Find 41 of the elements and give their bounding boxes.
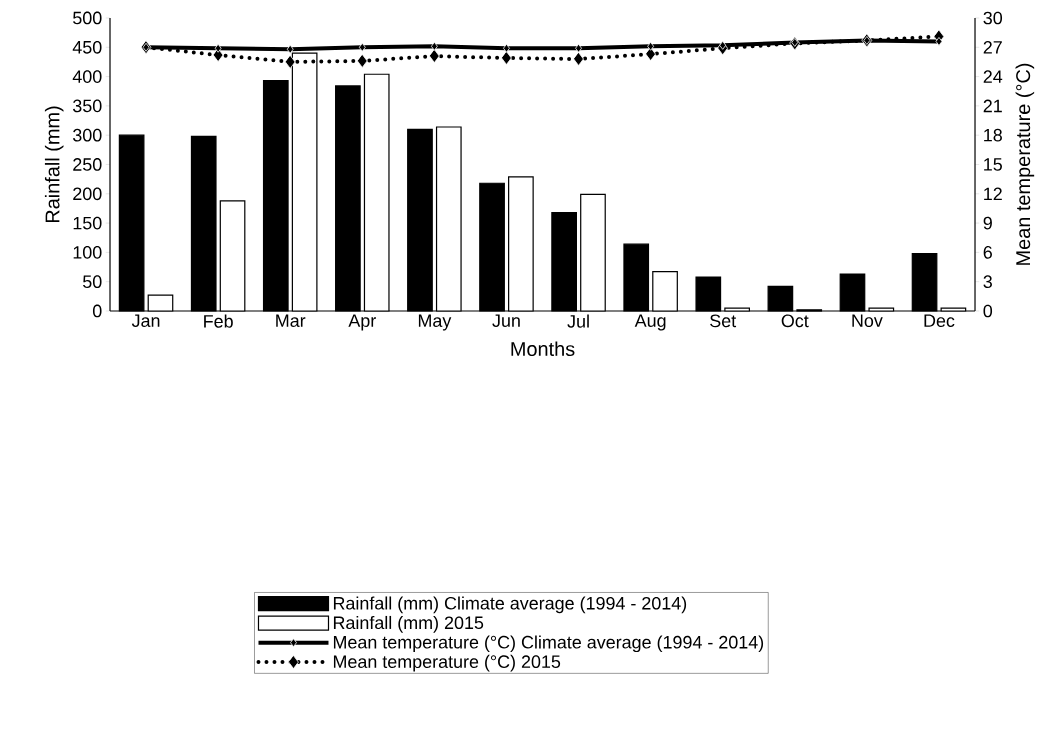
x-tick-label: Set <box>710 314 737 328</box>
x-tick-label: Nov <box>852 314 883 328</box>
y2-tick-label: 24 <box>983 70 1003 83</box>
y2-tick-label: 21 <box>983 99 1002 113</box>
x-tick-label: Feb <box>204 314 233 328</box>
x-tick-label: Jun <box>492 314 520 328</box>
y2-tick-label: 18 <box>984 128 1002 142</box>
y-tick-label: 250 <box>73 158 102 171</box>
y-axis-title: Rainfall (mm) <box>44 106 64 223</box>
legend-label: Rainfall (mm) Climate average (1994 - 2014) <box>333 596 687 614</box>
legend-label: Mean temperature (°C) Climate average (1994 - 2014) <box>333 635 764 653</box>
x-axis-title: Months <box>511 341 575 357</box>
y2-tick-label: 30 <box>983 11 1003 25</box>
x-tick-label: Jan <box>131 314 160 328</box>
y2-tick-label: 15 <box>984 158 1002 171</box>
legend-label: Mean temperature (°C) 2015 <box>333 654 561 672</box>
x-tick-label: Apr <box>348 314 376 331</box>
y-tick-label: 450 <box>72 40 102 54</box>
x-tick-label: Oct <box>781 314 809 328</box>
y-tick-label: 100 <box>73 246 102 259</box>
y2-tick-label: 6 <box>983 246 992 259</box>
x-tick-label: Aug <box>634 314 666 331</box>
y-tick-label: 200 <box>73 187 102 201</box>
y2-tick-label: 9 <box>983 216 992 230</box>
x-tick-label: May <box>418 314 452 331</box>
y2-tick-label: 12 <box>984 187 1002 201</box>
y-tick-label: 0 <box>92 304 102 318</box>
x-tick-label: Dec <box>924 314 955 328</box>
x-tick-label: Jul <box>567 314 589 328</box>
y2-tick-label: 27 <box>983 41 1002 54</box>
y-tick-label: 350 <box>73 99 102 113</box>
y2-tick-label: 3 <box>983 275 992 289</box>
y-tick-label: 50 <box>83 275 102 289</box>
y-tick-label: 300 <box>73 128 102 142</box>
legend-label: Rainfall (mm) 2015 <box>333 615 484 633</box>
x-tick-label: Mar <box>276 314 306 328</box>
y-tick-label: 150 <box>73 216 102 230</box>
y-tick-label: 500 <box>73 11 102 25</box>
y-tick-label: 400 <box>72 70 102 83</box>
y2-tick-label: 0 <box>983 304 993 318</box>
y2-axis-title: Mean temperature (°C) <box>1015 63 1035 265</box>
